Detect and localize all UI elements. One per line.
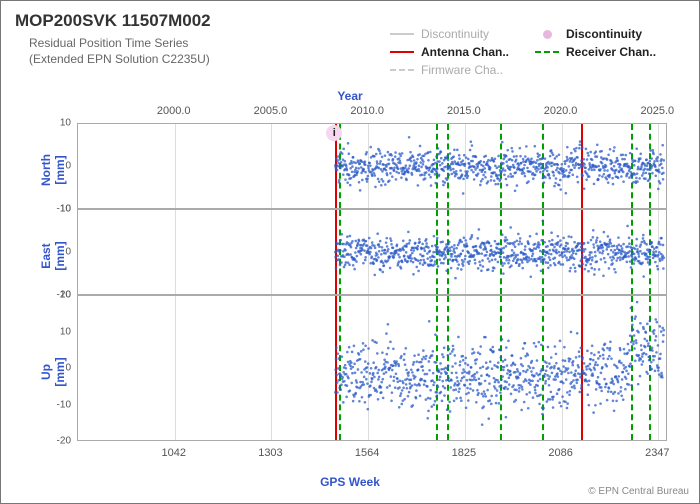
- xtick-year: 2010.0: [350, 105, 384, 117]
- legend: DiscontinuityDiscontinuityAntenna Chan..…: [389, 27, 679, 81]
- xtick-gpsweek: 1042: [161, 447, 185, 459]
- legend-item: Receiver Chan..: [534, 45, 679, 59]
- axis-label-year: Year: [1, 89, 699, 103]
- ytick: 10: [60, 204, 71, 215]
- legend-item: Antenna Chan..: [389, 45, 534, 59]
- xtick-year: 2015.0: [447, 105, 481, 117]
- chart-frame: MOP200SVK 11507M002 Residual Position Ti…: [0, 0, 700, 504]
- series-up: [78, 296, 668, 442]
- series-north: [78, 124, 668, 210]
- legend-item: Discontinuity: [534, 27, 679, 41]
- ytick: 20: [60, 290, 71, 301]
- ylabel-north: North [mm]: [39, 140, 67, 200]
- legend-item: Firmware Cha..: [389, 63, 534, 77]
- ytick: 10: [60, 326, 71, 337]
- panel-east: [77, 209, 667, 295]
- ylabel-up: Up [mm]: [39, 342, 67, 402]
- series-east: [78, 210, 668, 296]
- xtick-gpsweek: 2347: [645, 447, 669, 459]
- ytick: 10: [60, 118, 71, 129]
- xtick-year: 2020.0: [544, 105, 578, 117]
- ytick: -20: [57, 436, 71, 447]
- plot-area: 2000.02005.02010.02015.02020.02025.01042…: [77, 123, 667, 441]
- xtick-year: 2000.0: [157, 105, 191, 117]
- xtick-year: 2025.0: [640, 105, 674, 117]
- xtick-year: 2005.0: [254, 105, 288, 117]
- panel-up: [77, 295, 667, 441]
- discontinuity-marker[interactable]: i: [326, 125, 342, 141]
- chart-title: MOP200SVK 11507M002: [15, 11, 211, 31]
- panel-north: [77, 123, 667, 209]
- chart-subtitle: Residual Position Time Series (Extended …: [29, 35, 210, 67]
- footer-credit: © EPN Central Bureau: [588, 486, 689, 497]
- legend-item: Discontinuity: [389, 27, 534, 41]
- xtick-gpsweek: 1564: [355, 447, 379, 459]
- xtick-gpsweek: 1303: [258, 447, 282, 459]
- ylabel-east: East [mm]: [39, 226, 67, 286]
- xtick-gpsweek: 2086: [548, 447, 572, 459]
- xtick-gpsweek: 1825: [452, 447, 476, 459]
